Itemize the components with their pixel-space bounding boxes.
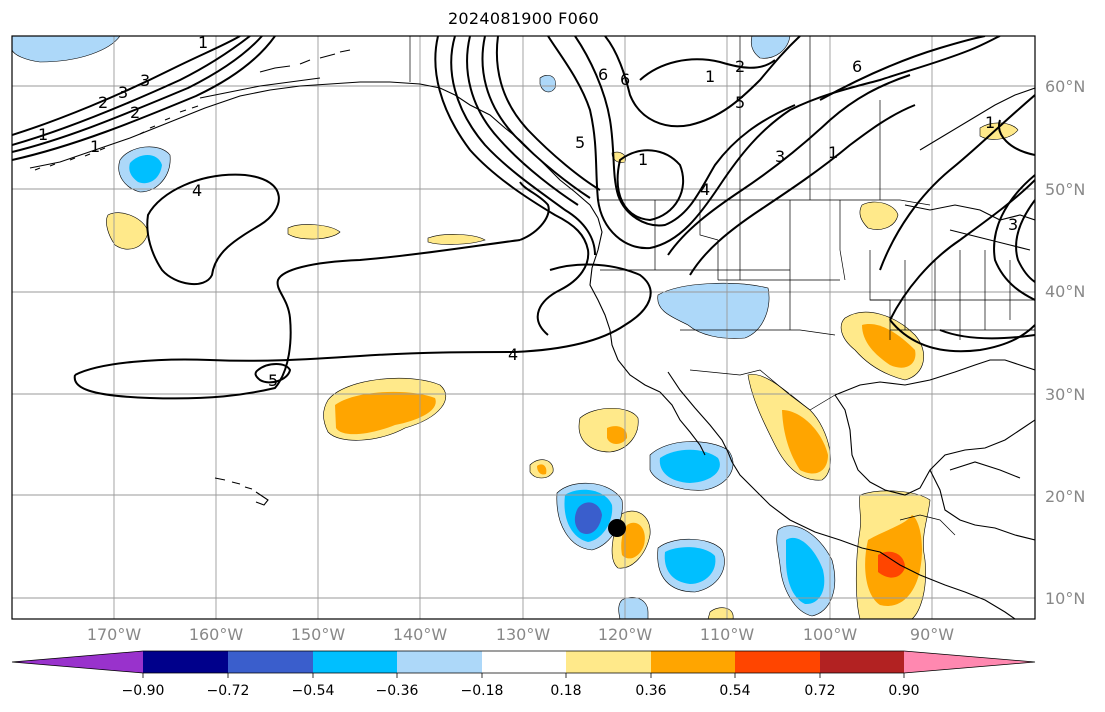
contour-label: 1	[985, 113, 995, 132]
positive-anomaly-region	[607, 426, 628, 444]
negative-anomaly-region	[539, 75, 556, 93]
colorbar-segment	[820, 651, 904, 673]
map-title: 2024081900 F060	[447, 9, 600, 28]
lon-label: 160°W	[188, 625, 244, 644]
contour-label: 3	[1008, 215, 1018, 234]
positive-anomaly-region	[335, 391, 436, 435]
negative-anomaly-region	[618, 597, 649, 619]
contour-label: 2	[735, 57, 745, 76]
colorbar-tick-label: −0.72	[206, 683, 250, 699]
colorbar-segment	[482, 651, 566, 673]
positive-anomaly-region	[106, 212, 149, 250]
contour-label: 2	[98, 93, 108, 112]
lat-label: 30°N	[1045, 385, 1086, 404]
colorbar-segment	[397, 651, 482, 673]
contour-label: 4	[508, 345, 518, 364]
contour-label: 4	[192, 181, 202, 200]
contour-label: 4	[700, 180, 710, 199]
positive-anomaly-region	[427, 234, 486, 245]
colorbar-tick-label: −0.54	[291, 683, 335, 699]
positive-anomaly-region	[537, 464, 547, 475]
colorbar-tick-label: 0.18	[550, 683, 582, 699]
colorbar-segment	[735, 651, 820, 673]
colorbar-tick-label: −0.90	[121, 683, 165, 699]
colorbar-tick-label: 0.90	[888, 683, 920, 699]
lat-label: 10°N	[1045, 589, 1086, 608]
colorbar-segment	[228, 651, 313, 673]
colorbar-tick-label: 0.36	[635, 683, 667, 699]
contour-label: 3	[775, 147, 785, 166]
map-frame	[11, 35, 1036, 620]
coastlines	[29, 49, 1035, 619]
negative-anomaly-region	[659, 449, 720, 483]
contour-label: 1	[638, 150, 648, 169]
contour-lines	[12, 36, 1035, 400]
colorbar-segment	[12, 651, 143, 673]
colorbar-tick-label: 0.54	[719, 683, 751, 699]
colorbar-segment	[313, 651, 397, 673]
contour-label: 5	[735, 93, 745, 112]
positive-anomaly-region	[878, 551, 905, 578]
contour-label: 5	[575, 133, 585, 152]
storm-marker	[608, 519, 626, 537]
lon-label: 150°W	[290, 625, 346, 644]
contour-label: 6	[598, 65, 608, 84]
contour-label: 6	[620, 70, 630, 89]
positive-anomaly-region	[287, 224, 341, 240]
lon-label: 90°W	[909, 625, 955, 644]
positive-anomaly-region	[859, 201, 899, 230]
lon-label: 120°W	[597, 625, 653, 644]
negative-anomaly-region	[657, 282, 770, 339]
negative-anomaly-region	[12, 36, 121, 63]
lon-label: 130°W	[495, 625, 551, 644]
contour-label: 1	[705, 67, 715, 86]
negative-anomaly-region	[750, 36, 791, 59]
lon-label: 170°W	[86, 625, 142, 644]
positive-anomaly-region	[621, 522, 645, 559]
positive-anomaly-region	[862, 324, 916, 368]
lat-label: 50°N	[1045, 180, 1086, 199]
contour-label: 1	[90, 137, 100, 156]
colorbar-tick-label: −0.36	[375, 683, 419, 699]
colorbar-segment	[566, 651, 651, 673]
contour-label: 3	[140, 71, 150, 90]
negative-anomaly-region	[786, 537, 825, 605]
contour-label: 2	[130, 103, 140, 122]
lon-label: 140°W	[392, 625, 448, 644]
colorbar-segment	[904, 651, 1035, 673]
lon-label: 100°W	[802, 625, 858, 644]
contour-label: 5	[268, 371, 278, 390]
contour-labels: 1 1 2 2 3 3 4 4 5 5 6 6 1 2 3 1 1 1 3 4 …	[38, 33, 1018, 390]
colorbar-tick-label: −0.18	[460, 683, 504, 699]
colorbar-tick-label: 0.72	[804, 683, 836, 699]
contour-label: 6	[852, 57, 862, 76]
negative-anomaly-region	[129, 154, 162, 184]
contour-label: 1	[38, 125, 48, 144]
contour-label: 3	[118, 83, 128, 102]
lat-label: 60°N	[1045, 77, 1086, 96]
contour-label: 1	[198, 33, 208, 52]
lon-label: 110°W	[699, 625, 755, 644]
graticule	[12, 36, 1035, 619]
contour-label: 1	[828, 143, 838, 162]
negative-anomaly-region	[574, 502, 602, 535]
colorbar	[11, 650, 1036, 678]
positive-anomaly-region	[782, 410, 828, 474]
colorbar-segment	[143, 651, 228, 673]
negative-anomaly-region	[664, 547, 716, 584]
colorbar-segment	[651, 651, 735, 673]
lat-label: 20°N	[1045, 487, 1086, 506]
lat-label: 40°N	[1045, 282, 1086, 301]
